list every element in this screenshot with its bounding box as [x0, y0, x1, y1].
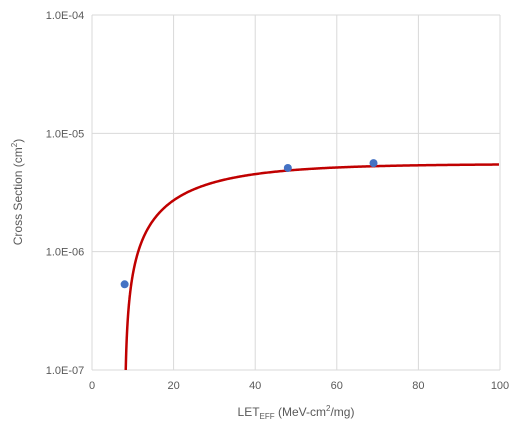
fit-curve-group	[124, 163, 500, 371]
x-tick-label: 100	[491, 380, 509, 392]
x-tick-label: 20	[167, 380, 179, 392]
x-tick-labels: 0 20 40 60 80 100	[89, 380, 509, 392]
y-axis-title-superscript: 2	[10, 142, 19, 147]
y-tick-label: 1.0E-06	[46, 247, 85, 259]
x-axis-title: LETEFF (MeV-cm2/mg)	[238, 404, 355, 421]
y-axis-title-main: Cross Section (cm	[11, 147, 25, 245]
y-tick-label: 1.0E-05	[46, 128, 85, 140]
y-axis-title-close: )	[11, 139, 25, 143]
x-tick-label: 40	[249, 380, 261, 392]
y-tick-label: 1.0E-07	[46, 365, 85, 377]
data-point	[120, 280, 129, 289]
data-point	[369, 159, 378, 168]
x-axis-title-units-end: /mg)	[330, 405, 354, 419]
fit-curve	[124, 163, 500, 371]
data-point	[283, 163, 292, 172]
data-points	[120, 159, 378, 289]
y-tick-label: 1.0E-04	[46, 10, 85, 22]
y-axis-title: Cross Section (cm2)	[10, 139, 25, 245]
x-axis-title-subscript: EFF	[260, 412, 275, 421]
x-axis-title-units: (MeV-cm	[275, 405, 326, 419]
x-tick-label: 0	[89, 380, 95, 392]
x-tick-label: 60	[331, 380, 343, 392]
gridlines	[92, 14, 501, 371]
x-axis-title-main: LET	[238, 405, 261, 419]
y-tick-labels: 1.0E-07 1.0E-06 1.0E-05 1.0E-04	[46, 10, 85, 377]
x-tick-label: 80	[412, 380, 424, 392]
x-axis-title-superscript: 2	[326, 404, 331, 413]
